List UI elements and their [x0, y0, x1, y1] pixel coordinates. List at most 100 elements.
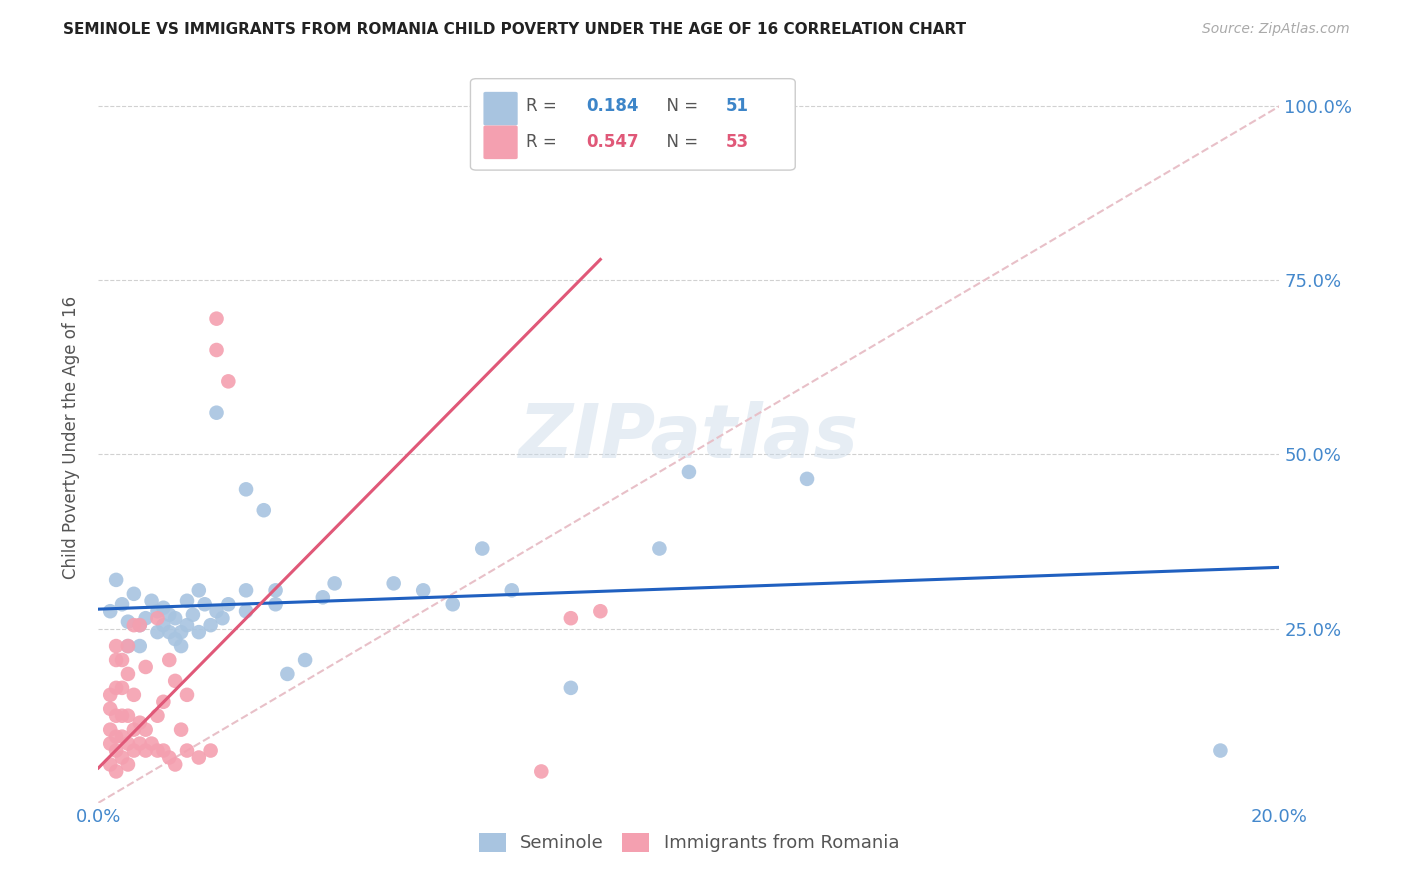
Point	[122, 587, 145, 601]
Point	[176, 618, 198, 632]
Text: 53: 53	[725, 133, 748, 151]
Point	[276, 667, 298, 681]
Point	[135, 660, 157, 674]
Point	[117, 615, 139, 629]
Point	[105, 764, 128, 779]
Point	[205, 406, 228, 420]
Y-axis label: Child Poverty Under the Age of 16: Child Poverty Under the Age of 16	[62, 295, 80, 579]
Point	[128, 618, 150, 632]
Text: SEMINOLE VS IMMIGRANTS FROM ROMANIA CHILD POVERTY UNDER THE AGE OF 16 CORRELATIO: SEMINOLE VS IMMIGRANTS FROM ROMANIA CHIL…	[63, 22, 966, 37]
Point	[187, 583, 209, 598]
Point	[128, 737, 150, 751]
Point	[111, 708, 134, 723]
Point	[105, 743, 128, 757]
Point	[117, 708, 139, 723]
Point	[128, 618, 150, 632]
Point	[170, 625, 193, 640]
Point	[111, 681, 134, 695]
FancyBboxPatch shape	[484, 92, 517, 126]
Point	[412, 583, 434, 598]
Point	[98, 757, 121, 772]
Point	[117, 639, 139, 653]
Point	[122, 723, 145, 737]
Point	[152, 618, 174, 632]
Point	[501, 583, 523, 598]
Point	[117, 639, 139, 653]
Point	[117, 667, 139, 681]
Point	[122, 618, 145, 632]
Point	[181, 607, 204, 622]
Point	[170, 723, 193, 737]
Point	[105, 639, 128, 653]
Point	[382, 576, 405, 591]
Point	[170, 639, 193, 653]
Point	[111, 597, 134, 611]
Point	[678, 465, 700, 479]
Point	[312, 591, 335, 605]
Point	[111, 750, 134, 764]
Point	[205, 343, 228, 357]
Point	[117, 737, 139, 751]
Point	[157, 750, 180, 764]
Point	[117, 757, 139, 772]
Point	[205, 604, 228, 618]
Point	[187, 625, 209, 640]
Point	[98, 723, 121, 737]
Point	[165, 757, 187, 772]
Point	[135, 723, 157, 737]
Point	[98, 688, 121, 702]
Point	[152, 743, 174, 757]
Point	[294, 653, 316, 667]
Point	[122, 743, 145, 757]
Point	[441, 597, 464, 611]
Point	[200, 618, 222, 632]
Point	[146, 743, 169, 757]
Point	[152, 695, 174, 709]
Point	[211, 611, 233, 625]
Text: R =: R =	[526, 97, 562, 115]
Point	[217, 597, 239, 611]
Point	[560, 611, 582, 625]
Point	[176, 688, 198, 702]
Point	[235, 583, 257, 598]
Point	[264, 583, 287, 598]
Point	[264, 597, 287, 611]
Point	[176, 743, 198, 757]
Point	[217, 375, 239, 389]
Text: ZIPatlas: ZIPatlas	[519, 401, 859, 474]
Point	[135, 611, 157, 625]
Point	[253, 503, 276, 517]
FancyBboxPatch shape	[484, 126, 517, 159]
Legend: Seminole, Immigrants from Romania: Seminole, Immigrants from Romania	[471, 826, 907, 860]
Text: 0.547: 0.547	[586, 133, 638, 151]
Point	[98, 702, 121, 716]
Point	[122, 688, 145, 702]
Point	[471, 541, 494, 556]
Point	[105, 653, 128, 667]
Point	[146, 625, 169, 640]
Point	[98, 737, 121, 751]
Point	[111, 653, 134, 667]
Point	[146, 604, 169, 618]
Point	[530, 764, 553, 779]
Point	[146, 708, 169, 723]
Text: R =: R =	[526, 133, 562, 151]
Point	[194, 597, 217, 611]
Point	[105, 730, 128, 744]
Point	[187, 750, 209, 764]
Point	[141, 594, 163, 608]
Point	[135, 743, 157, 757]
FancyBboxPatch shape	[471, 78, 796, 170]
Point	[157, 625, 180, 640]
Point	[105, 681, 128, 695]
Point	[128, 715, 150, 730]
Point	[200, 743, 222, 757]
Text: N =: N =	[655, 133, 703, 151]
Point	[157, 607, 180, 622]
Point	[105, 708, 128, 723]
Point	[323, 576, 346, 591]
Point	[176, 594, 198, 608]
Point	[165, 632, 187, 646]
Point	[98, 604, 121, 618]
Point	[157, 653, 180, 667]
